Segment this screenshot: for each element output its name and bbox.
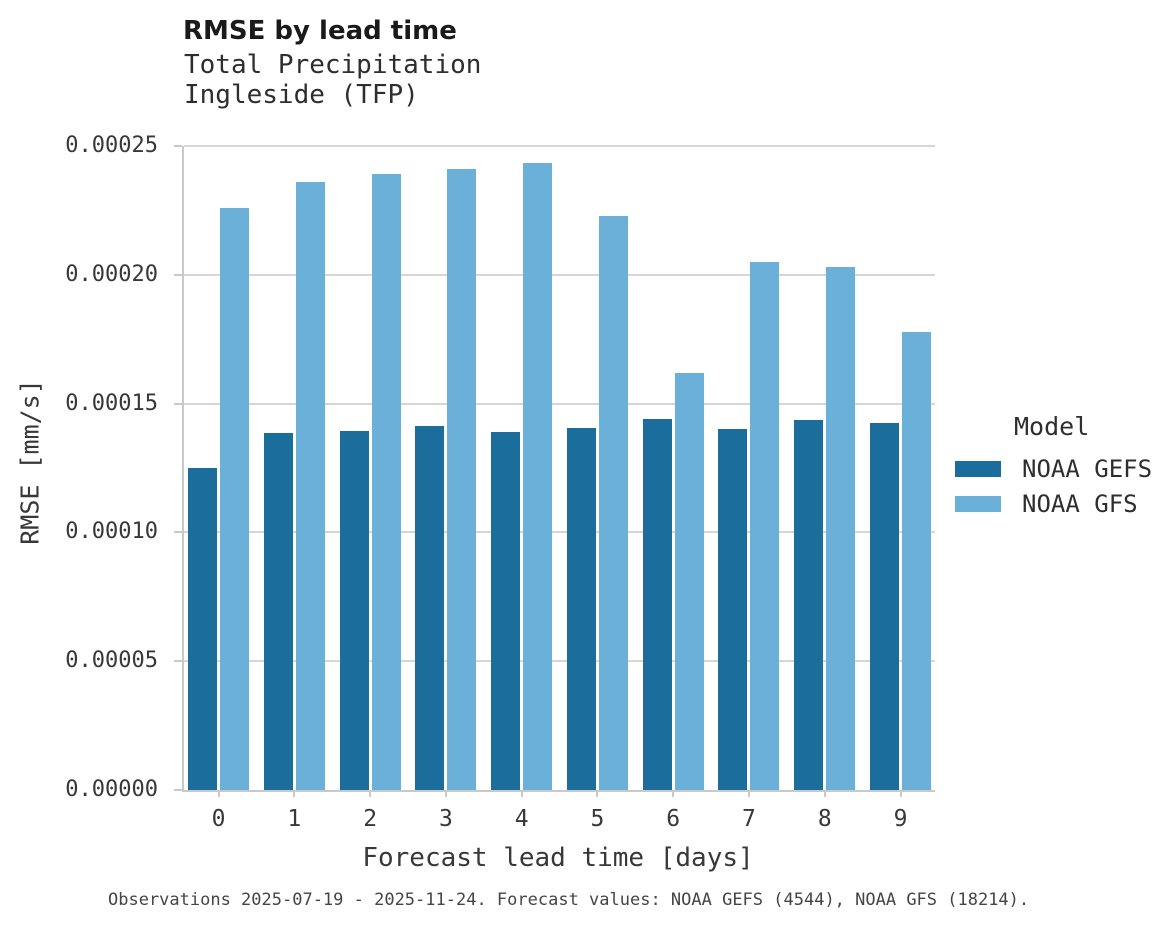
bar-noaa-gefs-day-9 xyxy=(870,422,900,790)
legend-item-noaa-gfs: NOAA GFS xyxy=(955,490,1138,518)
bar-noaa-gefs-day-7 xyxy=(718,428,748,790)
y-tick-label: 0.00015 xyxy=(65,390,158,416)
bar-noaa-gfs-day-6 xyxy=(674,373,704,790)
legend-swatch xyxy=(955,461,1001,477)
y-tick-mark xyxy=(174,145,182,147)
plot-area xyxy=(182,145,935,792)
chart-title: RMSE by lead time xyxy=(183,16,457,46)
legend-label: NOAA GEFS xyxy=(1022,455,1153,483)
bar-noaa-gefs-day-3 xyxy=(415,426,445,790)
gridline xyxy=(184,273,935,276)
bar-noaa-gfs-day-8 xyxy=(826,266,856,790)
x-tick-label: 8 xyxy=(817,806,832,832)
legend-item-noaa-gefs: NOAA GEFS xyxy=(955,455,1152,483)
gridline xyxy=(184,531,935,534)
x-tick-mark xyxy=(823,792,826,797)
y-tick-label: 0.00005 xyxy=(65,648,158,674)
x-axis-label: Forecast lead time [days] xyxy=(362,843,754,873)
y-tick-mark xyxy=(174,531,182,534)
x-tick-mark xyxy=(520,792,523,797)
bar-noaa-gefs-day-6 xyxy=(642,419,672,790)
x-tick-mark xyxy=(293,792,296,797)
y-tick-mark xyxy=(174,660,182,663)
x-tick-mark xyxy=(899,792,902,797)
x-tick-mark xyxy=(369,792,372,797)
x-tick-label: 0 xyxy=(211,806,226,832)
x-tick-mark xyxy=(747,792,750,797)
x-tick-label: 4 xyxy=(514,806,529,832)
y-tick-mark xyxy=(174,789,182,791)
x-tick-label: 2 xyxy=(363,806,378,832)
x-tick-label: 9 xyxy=(893,806,908,832)
bar-noaa-gfs-day-2 xyxy=(371,173,401,790)
x-tick-mark xyxy=(672,792,675,797)
y-tick-mark xyxy=(174,273,182,276)
x-tick-label: 6 xyxy=(666,806,681,832)
bar-noaa-gefs-day-1 xyxy=(263,432,293,790)
y-tick-label: 0.00020 xyxy=(65,261,158,287)
bar-noaa-gfs-day-4 xyxy=(523,163,553,790)
x-tick-label: 1 xyxy=(287,806,302,832)
bar-noaa-gfs-day-5 xyxy=(598,215,628,790)
legend-title: Model xyxy=(1014,412,1090,441)
y-tick-mark xyxy=(174,402,182,405)
bar-noaa-gefs-day-0 xyxy=(188,467,218,790)
gridline xyxy=(184,660,935,663)
chart-subtitle-station: Ingleside (TFP) xyxy=(184,80,419,110)
x-tick-mark xyxy=(444,792,447,797)
y-tick-label: 0.00025 xyxy=(65,133,158,158)
chart-subtitle-variable: Total Precipitation xyxy=(184,50,482,80)
bar-noaa-gefs-day-2 xyxy=(339,430,369,790)
x-tick-mark xyxy=(217,792,220,797)
y-tick-label: 0.00010 xyxy=(65,519,158,545)
x-tick-label: 5 xyxy=(590,806,605,832)
bar-noaa-gefs-day-4 xyxy=(491,431,521,790)
x-tick-mark xyxy=(596,792,599,797)
legend-label: NOAA GFS xyxy=(1022,490,1138,518)
footer-note: Observations 2025-07-19 - 2025-11-24. Fo… xyxy=(108,890,1030,910)
bar-noaa-gfs-day-3 xyxy=(447,168,477,790)
bar-noaa-gefs-day-8 xyxy=(794,419,824,790)
bar-noaa-gfs-day-9 xyxy=(902,332,932,790)
bar-noaa-gfs-day-0 xyxy=(220,207,250,790)
gridline xyxy=(184,402,935,405)
bar-noaa-gfs-day-1 xyxy=(295,181,325,790)
bar-noaa-gfs-day-7 xyxy=(750,261,780,790)
y-tick-label: 0.00000 xyxy=(65,777,158,802)
gridline xyxy=(184,145,935,147)
x-tick-label: 3 xyxy=(438,806,453,832)
x-tick-label: 7 xyxy=(742,806,756,832)
bar-noaa-gefs-day-5 xyxy=(566,427,596,790)
legend-swatch xyxy=(955,496,1001,512)
